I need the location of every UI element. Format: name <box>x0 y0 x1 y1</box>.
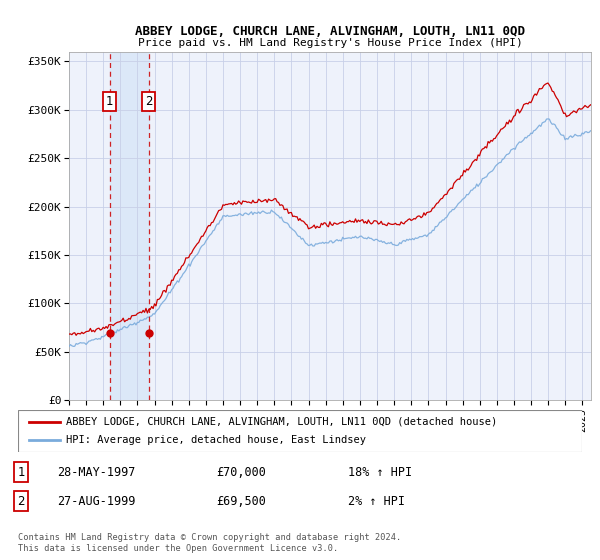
Text: £69,500: £69,500 <box>216 494 266 508</box>
Text: ABBEY LODGE, CHURCH LANE, ALVINGHAM, LOUTH, LN11 0QD: ABBEY LODGE, CHURCH LANE, ALVINGHAM, LOU… <box>135 25 525 38</box>
Text: 1: 1 <box>17 465 25 479</box>
Text: Contains HM Land Registry data © Crown copyright and database right 2024.
This d: Contains HM Land Registry data © Crown c… <box>18 533 401 553</box>
Text: Price paid vs. HM Land Registry's House Price Index (HPI): Price paid vs. HM Land Registry's House … <box>137 38 523 48</box>
Text: 2% ↑ HPI: 2% ↑ HPI <box>348 494 405 508</box>
Text: 2: 2 <box>145 95 152 109</box>
Text: £70,000: £70,000 <box>216 465 266 479</box>
Text: 18% ↑ HPI: 18% ↑ HPI <box>348 465 412 479</box>
Text: 1: 1 <box>106 95 113 109</box>
FancyBboxPatch shape <box>18 410 582 452</box>
Bar <box>110 52 149 400</box>
Text: ABBEY LODGE, CHURCH LANE, ALVINGHAM, LOUTH, LN11 0QD (detached house): ABBEY LODGE, CHURCH LANE, ALVINGHAM, LOU… <box>66 417 497 427</box>
Text: HPI: Average price, detached house, East Lindsey: HPI: Average price, detached house, East… <box>66 435 366 445</box>
Text: 28-MAY-1997: 28-MAY-1997 <box>57 465 136 479</box>
Text: 2: 2 <box>17 494 25 508</box>
Text: 27-AUG-1999: 27-AUG-1999 <box>57 494 136 508</box>
